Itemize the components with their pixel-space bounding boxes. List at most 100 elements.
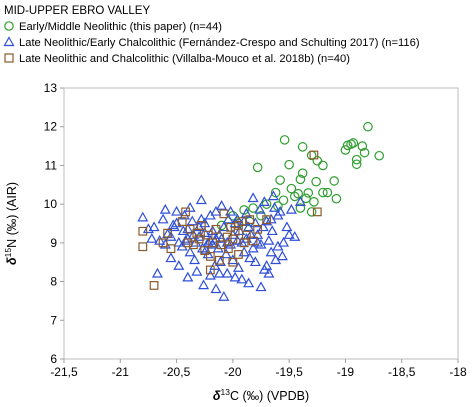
data-point-late-neolithic-early-chalcolithic bbox=[277, 236, 290, 247]
x-tick-label: -19 bbox=[337, 365, 355, 379]
data-point-late-neolithic-early-chalcolithic bbox=[182, 271, 194, 282]
data-point-late-neolithic-chalcolithic bbox=[208, 238, 217, 248]
data-point-early-middle-neolithic bbox=[309, 197, 319, 207]
data-point-late-neolithic-early-chalcolithic bbox=[285, 203, 297, 214]
data-point-late-neolithic-chalcolithic bbox=[196, 221, 206, 230]
data-point-late-neolithic-chalcolithic bbox=[138, 242, 148, 252]
data-point-late-neolithic-chalcolithic bbox=[222, 232, 232, 242]
data-point-late-neolithic-early-chalcolithic bbox=[281, 221, 293, 232]
data-point-late-neolithic-chalcolithic bbox=[223, 244, 233, 254]
chart-title: MID-UPPER EBRO VALLEY bbox=[4, 5, 150, 17]
data-point-late-neolithic-chalcolithic bbox=[241, 230, 251, 240]
data-point-late-neolithic-early-chalcolithic bbox=[236, 273, 248, 284]
data-point-late-neolithic-early-chalcolithic bbox=[222, 213, 234, 224]
data-point-late-neolithic-early-chalcolithic bbox=[195, 194, 207, 205]
data-point-late-neolithic-early-chalcolithic bbox=[151, 267, 163, 278]
data-point-late-neolithic-early-chalcolithic bbox=[289, 231, 301, 241]
legend-triangle-marker bbox=[3, 36, 15, 47]
data-point-early-middle-neolithic bbox=[275, 175, 285, 185]
data-point-late-neolithic-early-chalcolithic bbox=[191, 265, 203, 276]
x-axis-title: δ13C (‰) (VPDB) bbox=[213, 387, 309, 403]
data-point-early-middle-neolithic bbox=[297, 168, 308, 178]
data-point-late-neolithic-chalcolithic bbox=[177, 217, 187, 226]
data-point-late-neolithic-early-chalcolithic bbox=[255, 238, 267, 249]
data-point-early-middle-neolithic bbox=[331, 193, 342, 204]
data-point-late-neolithic-chalcolithic bbox=[166, 244, 176, 254]
legend-item-early-middle-neolithic: Early/Middle Neolithic (this paper) (n=4… bbox=[4, 21, 222, 33]
x-tick-label: -20,5 bbox=[163, 365, 191, 379]
data-point-late-neolithic-early-chalcolithic bbox=[261, 260, 273, 270]
data-point-late-neolithic-chalcolithic bbox=[309, 150, 319, 160]
data-point-late-neolithic-early-chalcolithic bbox=[272, 240, 284, 251]
data-point-late-neolithic-early-chalcolithic bbox=[182, 223, 194, 234]
data-point-late-neolithic-early-chalcolithic bbox=[171, 205, 183, 216]
y-tick-label: 11 bbox=[45, 158, 58, 172]
data-point-late-neolithic-chalcolithic bbox=[138, 226, 148, 236]
data-point-late-neolithic-early-chalcolithic bbox=[186, 215, 198, 226]
data-point-early-middle-neolithic bbox=[363, 121, 373, 132]
data-point-early-middle-neolithic bbox=[278, 195, 289, 206]
data-point-late-neolithic-early-chalcolithic bbox=[157, 213, 169, 224]
legend: MID-UPPER EBRO VALLEY Early/Middle Neoli… bbox=[3, 5, 420, 65]
data-point-late-neolithic-chalcolithic bbox=[248, 236, 258, 246]
legend-square-marker bbox=[4, 53, 14, 63]
data-point-late-neolithic-chalcolithic bbox=[183, 238, 193, 248]
data-point-early-middle-neolithic bbox=[297, 142, 308, 152]
data-point-late-neolithic-early-chalcolithic bbox=[258, 196, 270, 207]
data-point-early-middle-neolithic bbox=[346, 139, 356, 149]
data-point-late-neolithic-early-chalcolithic bbox=[212, 242, 224, 253]
data-point-early-middle-neolithic bbox=[295, 203, 306, 213]
data-point-late-neolithic-chalcolithic bbox=[228, 257, 238, 267]
y-tick-label: 12 bbox=[44, 120, 58, 134]
data-point-late-neolithic-early-chalcolithic bbox=[261, 215, 273, 226]
data-point-late-neolithic-early-chalcolithic bbox=[244, 252, 256, 263]
x-tick-label: -18 bbox=[449, 365, 467, 379]
data-point-early-middle-neolithic bbox=[322, 187, 333, 198]
data-point-late-neolithic-chalcolithic bbox=[219, 209, 229, 219]
x-tick-label: -19,5 bbox=[275, 365, 303, 379]
data-point-late-neolithic-early-chalcolithic bbox=[142, 223, 154, 234]
data-point-late-neolithic-chalcolithic bbox=[211, 224, 221, 234]
data-point-late-neolithic-early-chalcolithic bbox=[276, 250, 288, 261]
data-point-late-neolithic-early-chalcolithic bbox=[218, 291, 230, 301]
data-point-early-middle-neolithic bbox=[374, 150, 384, 161]
data-point-early-middle-neolithic bbox=[293, 188, 303, 199]
data-point-early-middle-neolithic bbox=[284, 159, 294, 170]
data-point-late-neolithic-early-chalcolithic bbox=[137, 211, 149, 222]
data-point-late-neolithic-early-chalcolithic bbox=[266, 225, 278, 236]
data-point-late-neolithic-chalcolithic bbox=[200, 246, 210, 256]
data-point-late-neolithic-early-chalcolithic bbox=[216, 200, 228, 210]
data-point-late-neolithic-early-chalcolithic bbox=[198, 279, 210, 290]
data-point-early-middle-neolithic bbox=[301, 193, 311, 204]
data-point-late-neolithic-early-chalcolithic bbox=[184, 201, 196, 212]
data-point-late-neolithic-early-chalcolithic bbox=[247, 242, 259, 253]
x-tick-label: -18,5 bbox=[388, 365, 416, 379]
data-point-early-middle-neolithic bbox=[303, 188, 314, 198]
plot-area bbox=[63, 87, 459, 360]
data-point-late-neolithic-early-chalcolithic bbox=[213, 267, 225, 278]
data-point-late-neolithic-chalcolithic bbox=[163, 228, 172, 238]
data-point-early-middle-neolithic bbox=[279, 135, 290, 145]
data-point-late-neolithic-early-chalcolithic bbox=[187, 229, 199, 239]
data-point-late-neolithic-early-chalcolithic bbox=[218, 221, 230, 232]
data-point-early-middle-neolithic bbox=[329, 176, 339, 186]
y-tick-label: 8 bbox=[50, 275, 57, 289]
x-axis: -21,5 -21 -20,5 -20 -19,5 -19 -18,5 -18 bbox=[50, 359, 467, 379]
data-point-late-neolithic-early-chalcolithic bbox=[148, 221, 160, 232]
data-point-late-neolithic-early-chalcolithic bbox=[167, 219, 179, 230]
data-point-late-neolithic-early-chalcolithic bbox=[247, 192, 259, 203]
y-tick-label: 10 bbox=[44, 197, 58, 211]
x-tick-label: -21 bbox=[112, 365, 130, 379]
data-point-late-neolithic-early-chalcolithic bbox=[263, 267, 275, 278]
y-tick-label: 6 bbox=[50, 352, 57, 366]
data-point-early-middle-neolithic bbox=[318, 160, 328, 171]
data-points bbox=[137, 121, 384, 301]
data-point-late-neolithic-early-chalcolithic bbox=[265, 246, 277, 257]
data-point-late-neolithic-early-chalcolithic bbox=[190, 236, 202, 247]
data-point-late-neolithic-chalcolithic bbox=[312, 207, 322, 217]
data-point-early-middle-neolithic bbox=[351, 159, 362, 170]
legend-circle-marker bbox=[4, 21, 14, 31]
legend-item-late-neolithic-chalcolithic: Late Neolithic and Chalcolithic (Villalb… bbox=[4, 53, 350, 65]
data-point-late-neolithic-early-chalcolithic bbox=[202, 248, 214, 259]
data-point-late-neolithic-early-chalcolithic bbox=[210, 205, 222, 216]
